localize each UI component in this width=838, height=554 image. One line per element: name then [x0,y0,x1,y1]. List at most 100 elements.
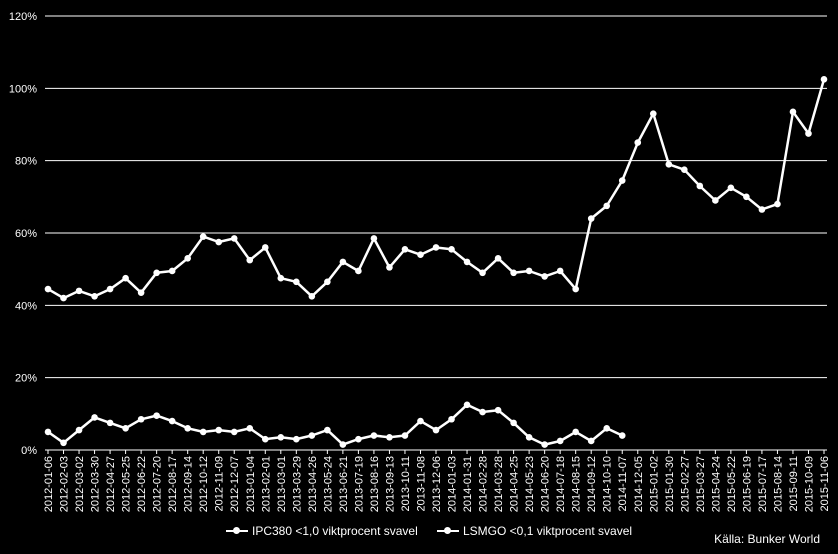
x-tick-label: 2012-03-02 [74,456,86,512]
data-point [758,206,766,213]
data-point [370,235,378,242]
data-point [587,215,595,222]
y-tick-label: 120% [9,11,37,23]
data-point [153,269,160,277]
y-tick-label: 0% [21,445,37,457]
x-tick-label: 2015-04-24 [710,456,722,512]
data-point [727,184,735,192]
x-tick-label: 2013-08-16 [369,456,381,512]
data-point [789,108,797,116]
data-point [463,258,471,266]
data-point [556,267,564,275]
x-tick-label: 2012-05-25 [121,456,133,512]
x-tick-label: 2012-12-07 [229,456,241,512]
data-point [525,434,533,441]
data-point [137,415,145,423]
data-point [215,238,223,246]
data-point [448,245,455,253]
x-tick-label: 2015-03-27 [695,456,707,512]
data-point [618,432,626,439]
data-point [386,264,393,271]
y-tick-label: 40% [15,300,37,312]
data-point [44,428,52,436]
x-tick-label: 2015-11-06 [819,456,831,511]
source-note: Källa: Bunker World [714,532,820,546]
x-tick-label: 2013-07-19 [353,456,365,512]
data-point [463,401,471,409]
data-point [60,294,67,302]
series-line-2 [47,403,623,446]
data-point [370,432,378,439]
data-point [355,267,362,275]
legend: IPC380 <1,0 viktprocent svavel LSMGO <0,… [0,520,838,550]
x-tick-label: 2012-08-17 [167,456,179,512]
x-tick-label: 2015-10-09 [803,456,815,512]
y-tick-label: 80% [15,156,37,168]
x-tick-label: 2012-07-20 [152,456,164,512]
x-tick-label: 2014-01-31 [462,456,474,512]
data-point [805,130,812,137]
x-tick-label: 2014-07-18 [555,456,567,512]
data-point [153,412,160,419]
data-point [199,428,207,436]
data-point [308,292,316,300]
x-tick-label: 2013-05-24 [322,456,334,512]
x-tick-label: 2012-10-12 [198,456,210,512]
data-point [525,267,533,275]
x-tick-label: 2014-06-20 [540,456,552,512]
data-point [696,182,704,190]
data-point [510,419,517,427]
data-point [277,434,285,441]
data-point [665,160,673,168]
data-point [324,278,331,286]
data-point [246,425,254,432]
x-tick-label: 2014-10-10 [602,456,614,512]
x-tick-label: 2012-02-03 [59,456,71,512]
data-point [541,441,548,448]
data-point [215,426,223,434]
x-tick-label: 2014-01-03 [447,456,459,512]
data-point [479,408,486,416]
data-point [774,200,781,208]
data-point [494,406,502,414]
data-point [401,432,409,439]
data-point [417,251,424,258]
x-tick-label: 2013-03-29 [291,456,303,512]
data-point [432,244,440,251]
data-point [91,292,98,300]
x-tick-label: 2012-06-22 [136,456,148,512]
x-tick-label: 2014-11-07 [617,456,629,511]
x-tick-label: 2012-11-09 [214,456,226,511]
data-point [261,435,269,443]
data-point [339,441,347,448]
data-point [230,235,238,242]
x-tick-label: 2012-01-06 [43,456,55,512]
x-tick-label: 2013-10-11 [400,456,412,511]
data-point [649,110,657,117]
data-point [603,425,611,432]
x-tick-label: 2015-02-27 [679,456,691,512]
data-point [60,439,67,447]
data-point [417,417,424,425]
data-point [308,432,316,439]
series-line-1 [47,78,826,300]
legend-item-ipc380[interactable]: IPC380 <1,0 viktprocent svavel [226,524,418,538]
data-point [448,415,455,423]
x-tick-label: 2013-02-01 [260,456,272,512]
data-point [386,434,393,441]
x-tick-label: 2015-06-19 [741,456,753,512]
data-point [246,256,254,264]
x-tick-label: 2013-09-13 [384,456,396,512]
data-point [339,258,347,266]
x-tick-label: 2015-08-14 [772,456,784,512]
legend-item-lsmgo[interactable]: LSMGO <0,1 viktprocent svavel [437,524,632,538]
data-point [122,274,129,282]
x-tick-label: 2012-04-27 [105,456,117,512]
data-point [230,428,238,436]
data-point [44,285,52,293]
data-point [618,177,626,184]
data-point [681,166,688,174]
x-tick-label: 2012-09-14 [183,456,195,512]
y-tick-label: 20% [15,373,37,385]
